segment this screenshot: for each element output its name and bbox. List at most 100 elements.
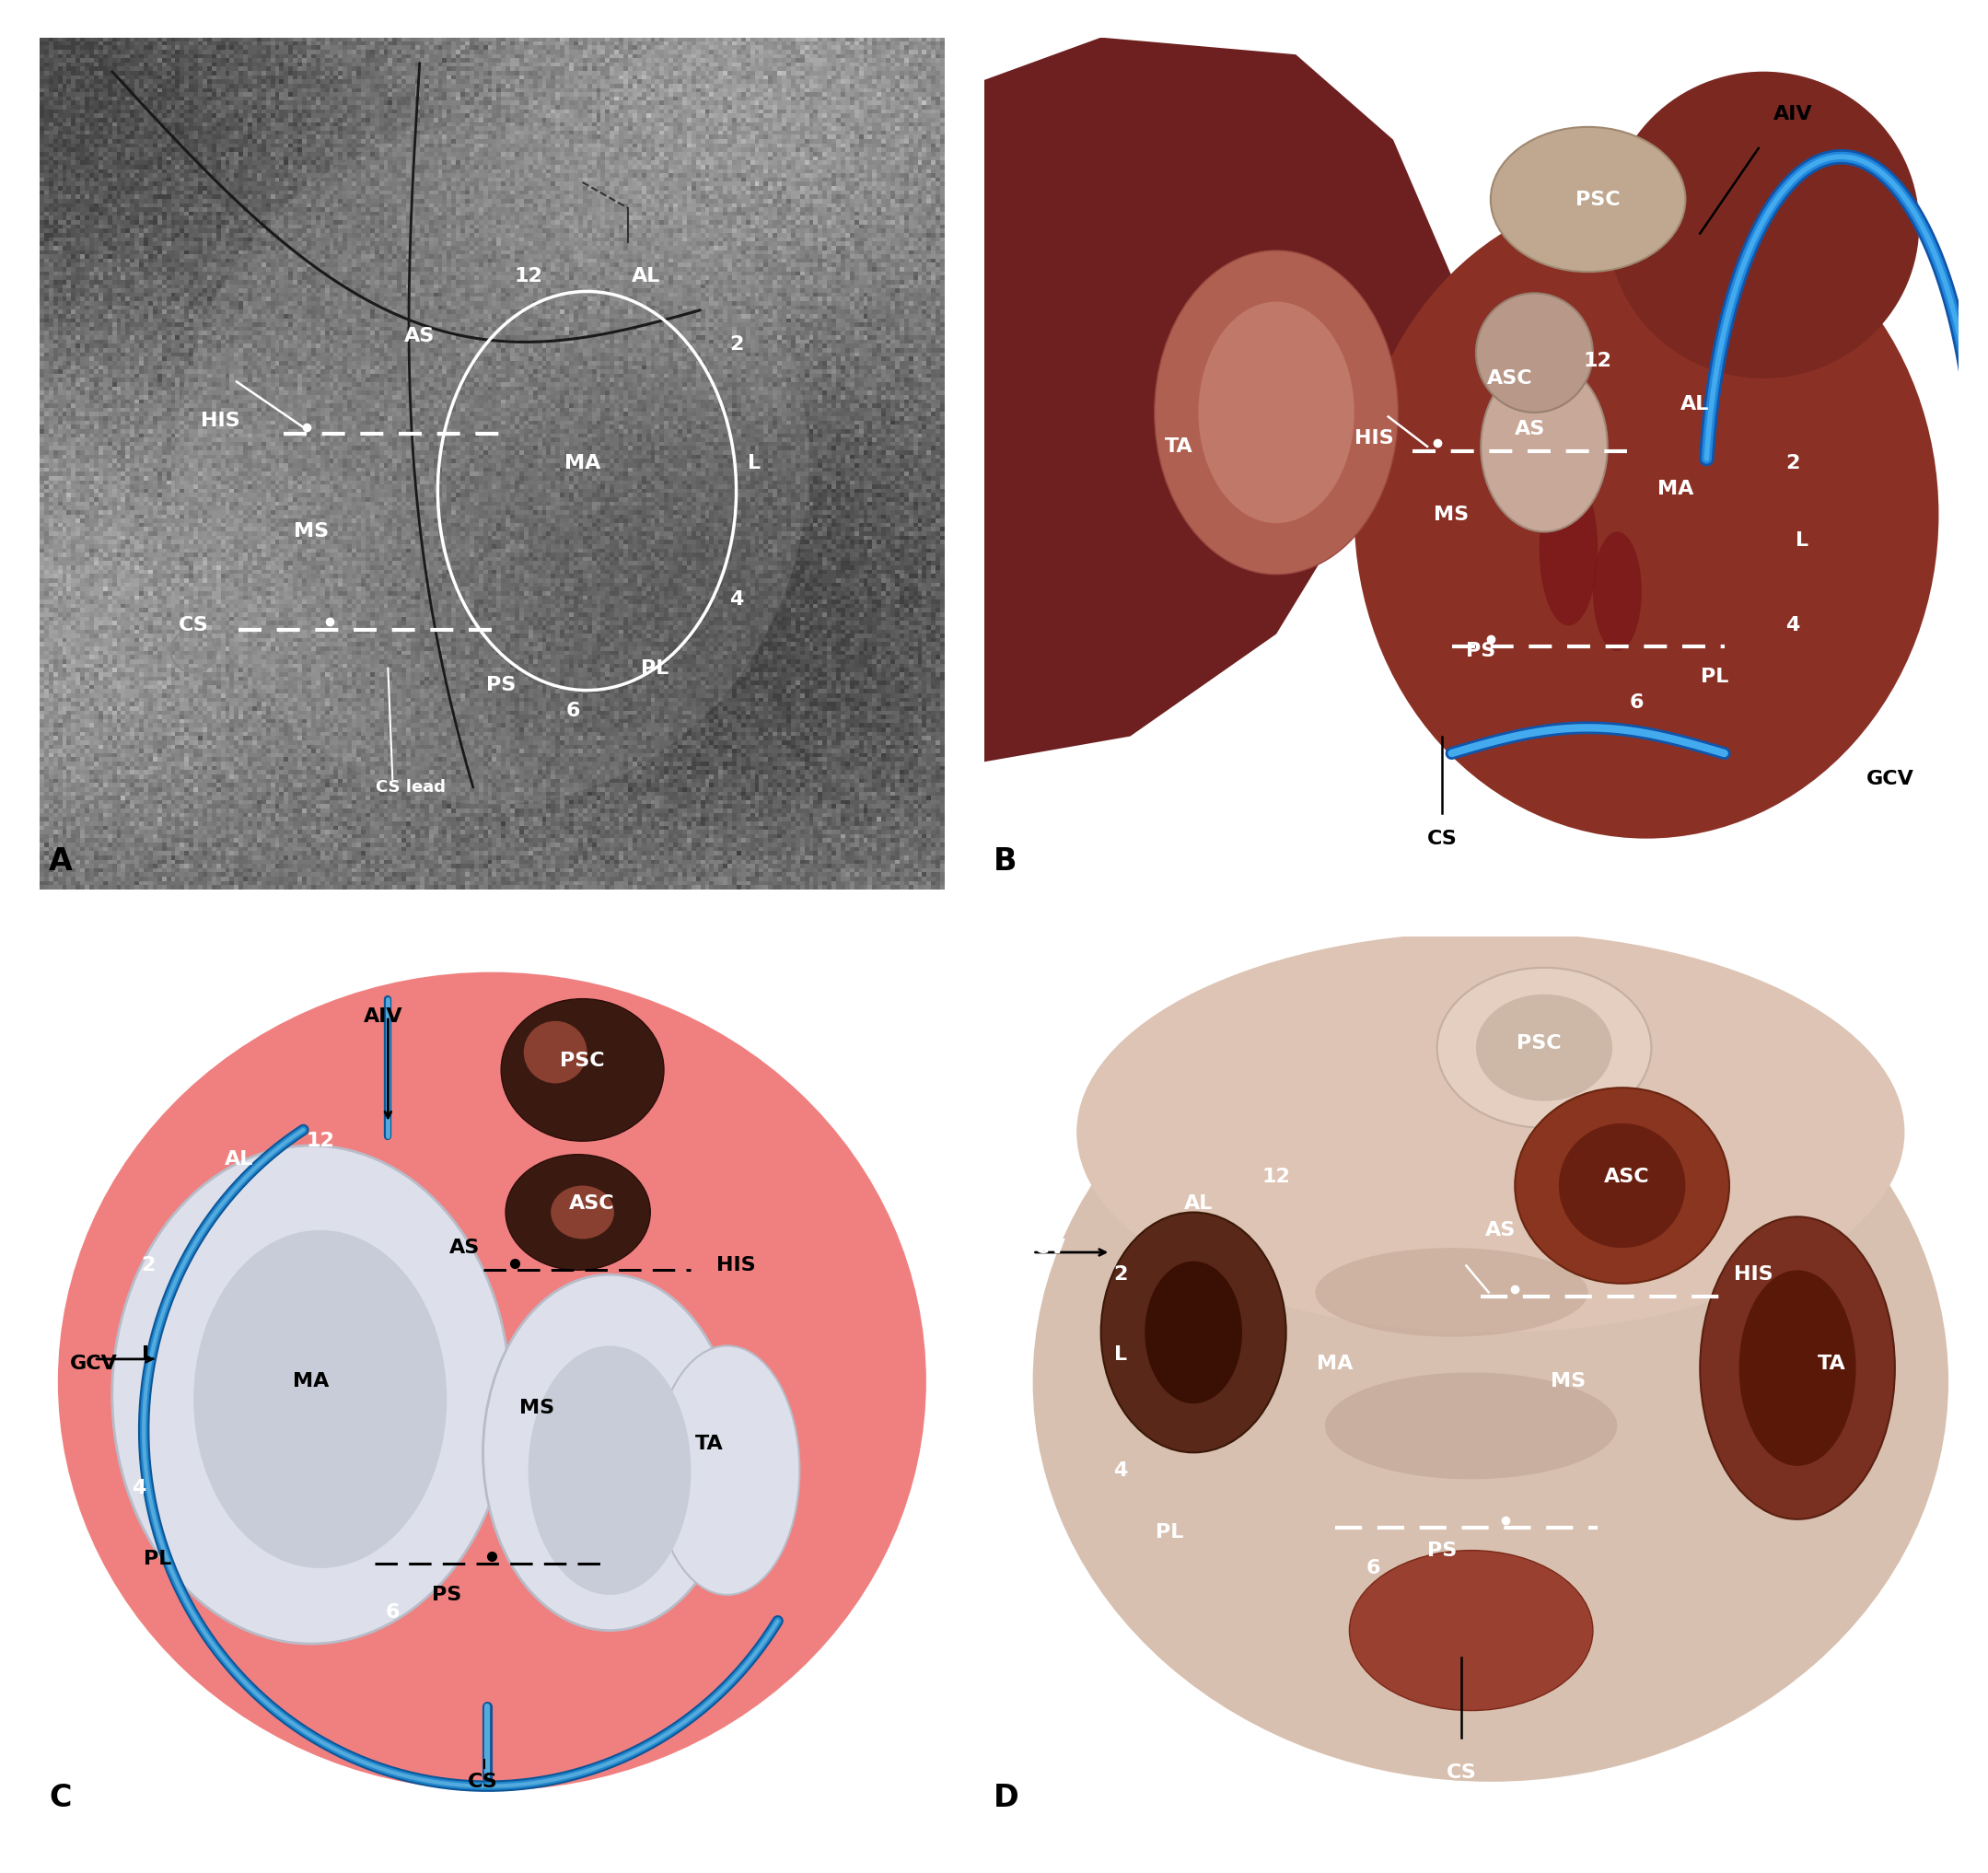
Text: PSC: PSC <box>1517 1034 1563 1053</box>
Ellipse shape <box>111 1146 511 1644</box>
Text: 6: 6 <box>1366 1558 1382 1577</box>
Text: TA: TA <box>696 1435 724 1453</box>
Text: HIS: HIS <box>716 1257 755 1276</box>
Text: AL: AL <box>1680 395 1710 414</box>
Text: TA: TA <box>1165 436 1193 455</box>
Text: MS: MS <box>1433 506 1469 524</box>
Text: 12: 12 <box>1584 352 1612 371</box>
Ellipse shape <box>551 1186 614 1240</box>
Text: B: B <box>994 847 1018 877</box>
Text: MS: MS <box>519 1399 555 1418</box>
Text: PS: PS <box>1427 1541 1457 1560</box>
Text: MA: MA <box>1316 1354 1354 1373</box>
Text: PS: PS <box>487 676 517 695</box>
Ellipse shape <box>1032 981 1948 1781</box>
Ellipse shape <box>193 1231 447 1568</box>
Ellipse shape <box>483 1274 736 1630</box>
Text: PSC: PSC <box>561 1053 604 1069</box>
Text: MS: MS <box>1551 1373 1586 1390</box>
Text: PL: PL <box>1700 667 1730 686</box>
PathPatch shape <box>984 37 1451 762</box>
Text: CS: CS <box>1447 1764 1477 1781</box>
Ellipse shape <box>501 998 664 1141</box>
Text: 4: 4 <box>730 590 744 609</box>
Text: L: L <box>1795 532 1809 549</box>
Ellipse shape <box>529 1345 692 1594</box>
Text: MA: MA <box>292 1373 330 1390</box>
Text: A: A <box>50 847 74 877</box>
Text: PS: PS <box>431 1586 461 1603</box>
Ellipse shape <box>1559 1124 1686 1247</box>
Ellipse shape <box>1199 302 1354 523</box>
Ellipse shape <box>523 1021 586 1083</box>
Ellipse shape <box>1475 292 1592 412</box>
Ellipse shape <box>58 972 926 1791</box>
Text: AS: AS <box>1485 1221 1515 1240</box>
Text: 2: 2 <box>141 1257 155 1276</box>
Text: 12: 12 <box>1262 1167 1290 1186</box>
Text: HIS: HIS <box>1734 1266 1773 1283</box>
Text: 4: 4 <box>131 1480 147 1497</box>
Text: L: L <box>747 455 761 472</box>
Ellipse shape <box>1700 1217 1895 1519</box>
Text: PSC: PSC <box>1574 191 1620 208</box>
Text: PL: PL <box>143 1551 171 1568</box>
Text: AS: AS <box>404 326 435 345</box>
Ellipse shape <box>654 1345 799 1594</box>
Text: HIS: HIS <box>201 412 241 431</box>
Text: AL: AL <box>225 1150 252 1169</box>
Text: CS: CS <box>1427 830 1457 848</box>
Text: D: D <box>994 1783 1020 1813</box>
Text: AS: AS <box>449 1238 481 1257</box>
Text: 6: 6 <box>567 702 580 719</box>
Ellipse shape <box>175 124 809 804</box>
Ellipse shape <box>505 1154 650 1270</box>
Text: GCV: GCV <box>1018 1238 1066 1257</box>
Text: 12: 12 <box>515 266 543 285</box>
Ellipse shape <box>1491 127 1686 272</box>
Text: 2: 2 <box>730 335 744 354</box>
Text: 4: 4 <box>1785 616 1799 635</box>
Text: ASC: ASC <box>569 1195 614 1212</box>
Text: L: L <box>1113 1345 1127 1364</box>
Ellipse shape <box>1740 1270 1857 1467</box>
Text: ASC: ASC <box>1604 1167 1650 1186</box>
Ellipse shape <box>1608 71 1918 378</box>
Ellipse shape <box>1437 968 1652 1128</box>
Text: C: C <box>50 1783 72 1813</box>
Text: 12: 12 <box>306 1131 334 1150</box>
Text: 2: 2 <box>1785 455 1799 472</box>
Ellipse shape <box>1350 1551 1592 1710</box>
Text: 2: 2 <box>1113 1266 1127 1283</box>
Ellipse shape <box>1155 251 1398 575</box>
Ellipse shape <box>1539 472 1598 626</box>
Text: 4: 4 <box>1113 1461 1127 1480</box>
Text: CS lead: CS lead <box>376 779 445 796</box>
Text: AL: AL <box>1185 1195 1213 1212</box>
Text: L: L <box>141 1345 155 1364</box>
Ellipse shape <box>1324 1373 1616 1480</box>
Ellipse shape <box>1077 933 1905 1332</box>
Ellipse shape <box>1354 191 1938 839</box>
Text: PS: PS <box>1465 642 1495 661</box>
Text: GCV: GCV <box>1867 770 1914 789</box>
Ellipse shape <box>1145 1261 1242 1403</box>
Ellipse shape <box>1101 1212 1286 1453</box>
Text: MA: MA <box>1658 479 1694 498</box>
Text: CS: CS <box>467 1772 499 1791</box>
Text: ASC: ASC <box>1487 369 1533 388</box>
Text: AS: AS <box>1515 420 1545 438</box>
Text: CS: CS <box>179 616 209 635</box>
Ellipse shape <box>1481 361 1608 532</box>
Ellipse shape <box>1515 1088 1730 1283</box>
Ellipse shape <box>1475 995 1612 1101</box>
Text: MS: MS <box>294 523 328 541</box>
Text: 6: 6 <box>386 1603 400 1622</box>
Text: AL: AL <box>632 266 660 285</box>
Text: MA: MA <box>565 455 600 472</box>
Text: AIV: AIV <box>364 1008 404 1026</box>
Text: HIS: HIS <box>1354 429 1394 448</box>
Text: 6: 6 <box>1630 693 1644 712</box>
Text: AIV: AIV <box>1773 105 1813 124</box>
Ellipse shape <box>1592 532 1642 652</box>
